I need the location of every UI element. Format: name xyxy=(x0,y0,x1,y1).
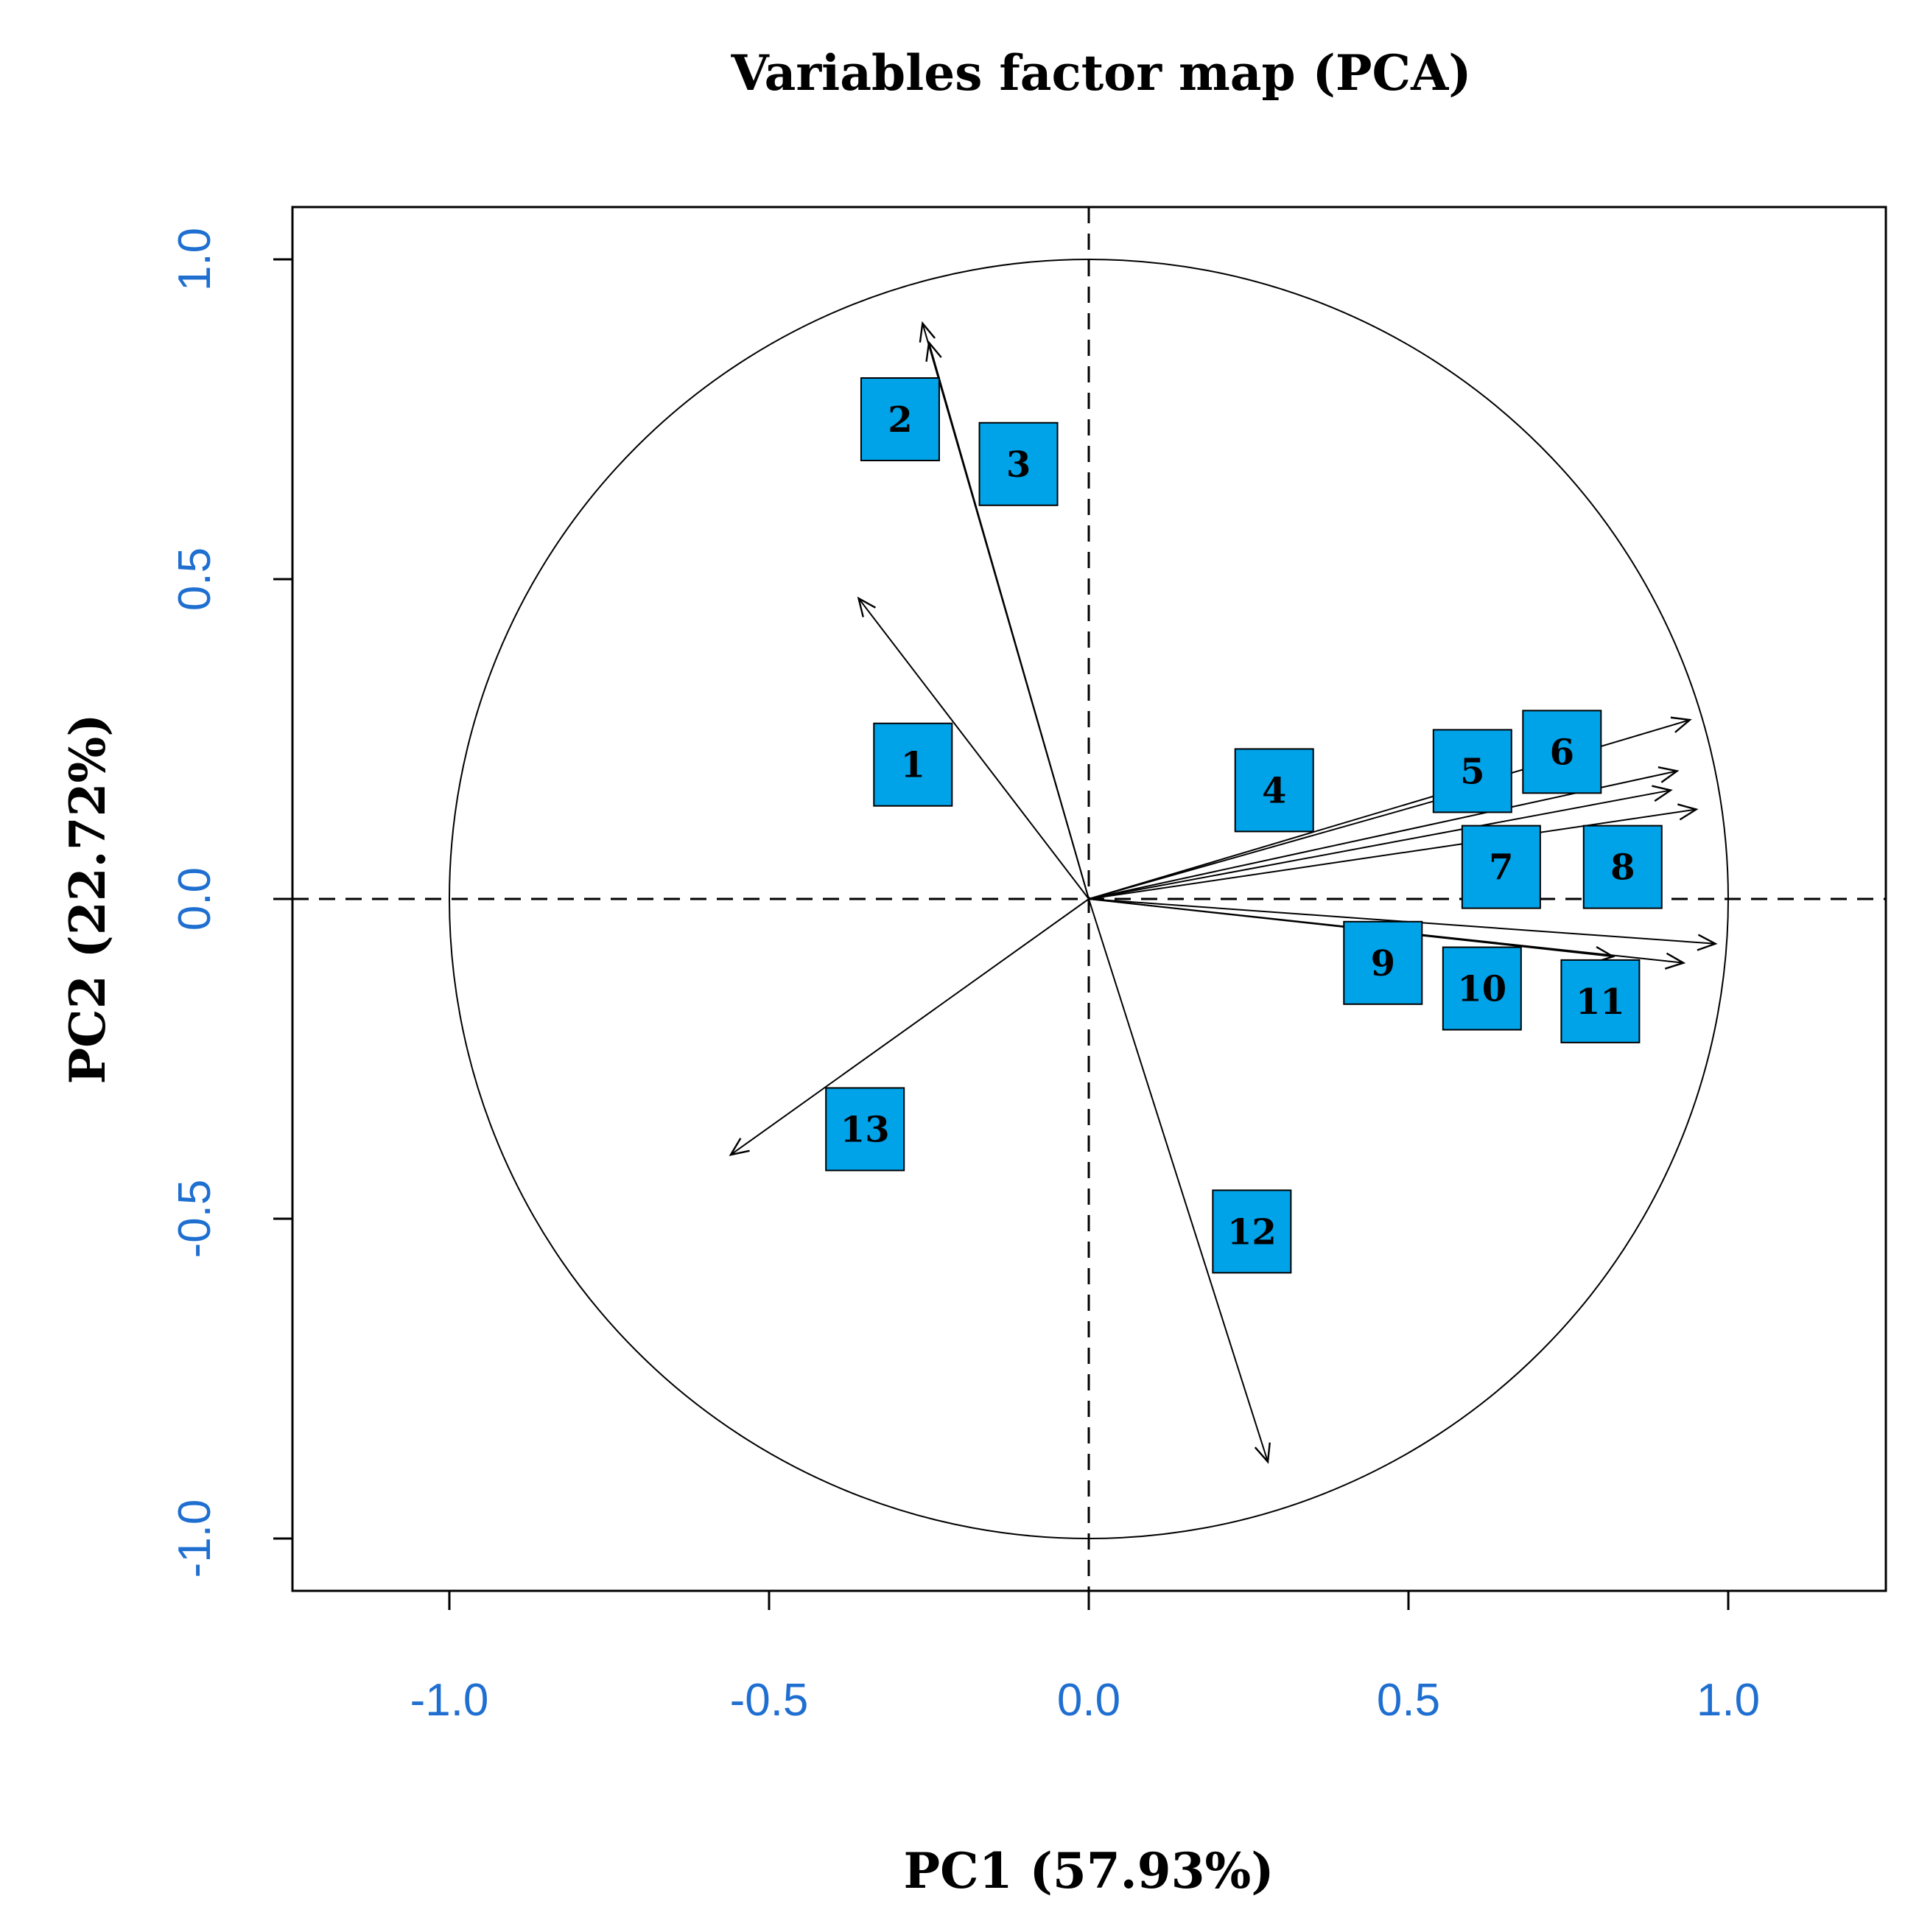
variable-label-1: 1 xyxy=(901,745,925,786)
variable-box-8 xyxy=(1582,825,1663,909)
variable-arrow-7 xyxy=(1088,785,1673,900)
variable-arrow-3 xyxy=(925,340,1090,900)
y-axis: -1.0 -0.5 0.0 0.5 1.0 xyxy=(169,228,292,1578)
variable-arrow-12 xyxy=(1088,898,1271,1464)
variable-label-13: 13 xyxy=(841,1109,890,1150)
variable-label-10: 10 xyxy=(1457,969,1506,1010)
variable-box-12 xyxy=(1212,1189,1292,1274)
variable-label-4: 4 xyxy=(1262,770,1286,811)
x-tick-label: 0.5 xyxy=(1377,1675,1440,1726)
x-axis-label: PC1 (57.93%) xyxy=(904,1842,1274,1900)
variable-arrow-8 xyxy=(1088,803,1699,900)
y-axis-label: PC2 (22.72%) xyxy=(59,714,116,1085)
variable-box-10 xyxy=(1442,946,1522,1031)
variable-label-12: 12 xyxy=(1227,1211,1277,1253)
variable-arrow-13 xyxy=(729,898,1090,1156)
variable-box-13 xyxy=(825,1087,905,1172)
variable-label-6: 6 xyxy=(1550,732,1574,773)
variable-label-7: 7 xyxy=(1489,847,1513,889)
variable-box-11 xyxy=(1560,959,1641,1043)
chart-title: Variables factor map (PCA) xyxy=(730,44,1471,102)
variable-box-7 xyxy=(1461,825,1541,909)
variable-label-11: 11 xyxy=(1576,981,1625,1023)
y-tick-label: -1.0 xyxy=(169,1499,220,1578)
variable-label-3: 3 xyxy=(1006,444,1031,486)
variable-box-5 xyxy=(1432,729,1512,813)
y-tick-label: 0.5 xyxy=(169,547,220,611)
variable-label-5: 5 xyxy=(1460,751,1484,792)
variable-label-2: 2 xyxy=(888,399,912,441)
x-tick-label: -0.5 xyxy=(730,1675,809,1726)
variable-box-2 xyxy=(860,377,940,461)
variable-label-9: 9 xyxy=(1371,943,1395,984)
variable-label-8: 8 xyxy=(1610,847,1635,889)
y-tick-label: -0.5 xyxy=(169,1180,220,1259)
variable-box-1 xyxy=(873,722,953,807)
y-tick-label: 0.0 xyxy=(169,867,220,931)
variable-box-4 xyxy=(1234,748,1314,833)
variable-box-3 xyxy=(978,421,1059,506)
variable-arrow-4 xyxy=(1088,786,1475,900)
variable-box-6 xyxy=(1522,710,1602,794)
x-tick-label: -1.0 xyxy=(410,1675,489,1726)
y-tick-label: 1.0 xyxy=(169,228,220,291)
x-axis: -1.0 -0.5 0.0 0.5 1.0 xyxy=(410,1589,1760,1726)
x-tick-label: 1.0 xyxy=(1697,1675,1760,1726)
x-tick-label: 0.0 xyxy=(1057,1675,1120,1726)
variable-arrow-1 xyxy=(857,596,1090,900)
variable-box-9 xyxy=(1343,920,1423,1005)
